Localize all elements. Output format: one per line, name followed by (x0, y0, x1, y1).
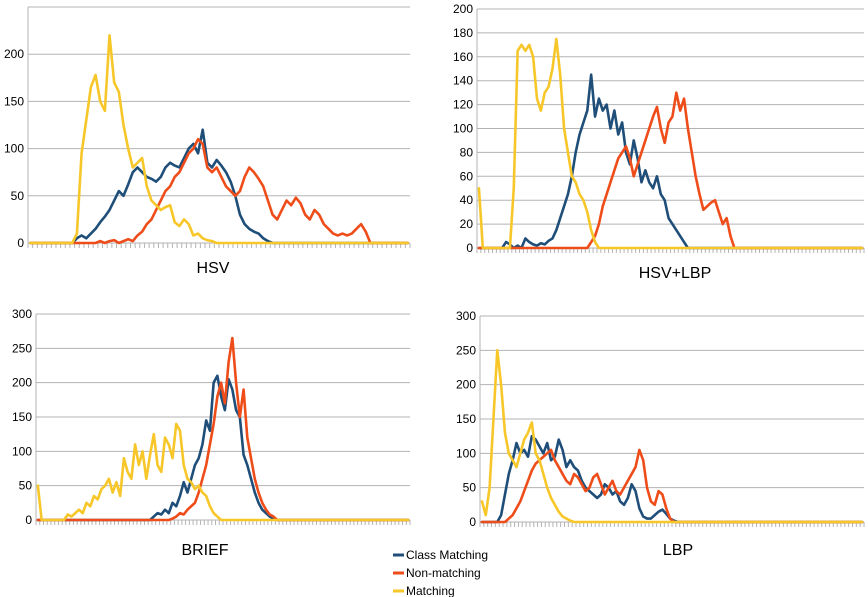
brief-y-tick-label: 150 (12, 410, 32, 424)
hsv-lbp-y-tick-label: 180 (453, 26, 473, 40)
hsv-lbp-series-non-matching (477, 91, 864, 250)
brief-y-tick-label: 200 (12, 376, 32, 390)
lbp-y-tick-label: 50 (463, 481, 477, 495)
lbp-series-class-matching (480, 434, 864, 524)
hsv-lbp-y-tick-label: 60 (460, 169, 474, 183)
chart-lbp: 0 50 100 150 200 250 300 (456, 309, 865, 529)
hsv-series-non-matching (29, 137, 409, 245)
lbp-y-tick-label: 200 (456, 378, 476, 392)
lbp-y-tick-label: 150 (456, 412, 476, 426)
hsv-y-tick-label: 50 (11, 189, 25, 203)
hsv-lbp-y-tick-label: 80 (460, 145, 474, 159)
legend-label-non-matching: Non-matching (406, 566, 481, 580)
hsv-y-tick-label: 150 (4, 94, 24, 108)
hsv-y-tick-label: 0 (17, 236, 24, 250)
brief-y-tick-label: 250 (12, 341, 32, 355)
lbp-y-tick-label: 0 (469, 515, 476, 529)
hsv-lbp-y-tick-label: 100 (453, 122, 473, 136)
chart-title-lbp: LBP (663, 542, 693, 559)
hsv-lbp-y-tick-label: 120 (453, 98, 473, 112)
chart-brief: 0 50 100 150 200 250 300 (12, 307, 411, 527)
hsv-series-matching (29, 34, 409, 245)
hsv-lbp-series-matching (477, 37, 864, 250)
hsv-y-tick-label: 200 (4, 47, 24, 61)
hsv-series-class-matching (29, 128, 409, 245)
brief-y-tick-label: 0 (25, 513, 32, 527)
hsv-lbp-y-tick-label: 20 (460, 217, 474, 231)
hsv-y-tick-label: 100 (4, 142, 24, 156)
hsv-lbp-y-tick-label: 140 (453, 74, 473, 88)
chart-title-hsv-lbp: HSV+LBP (639, 265, 711, 282)
brief-series-matching (36, 422, 410, 522)
legend-label-matching: Matching (406, 584, 455, 597)
legend: Class Matching Non-matching Matching (393, 548, 488, 597)
lbp-y-tick-label: 250 (456, 343, 476, 357)
chart-title-hsv: HSV (197, 260, 230, 277)
brief-y-tick-label: 50 (19, 479, 33, 493)
hsv-lbp-y-tick-label: 0 (466, 241, 473, 255)
brief-y-tick-label: 300 (12, 307, 32, 321)
hsv-lbp-y-tick-label: 40 (460, 193, 474, 207)
lbp-y-tick-label: 100 (456, 446, 476, 460)
lbp-series-matching (480, 349, 864, 524)
chart-hsv: 0 50 100 150 200 (4, 6, 411, 250)
brief-series-non-matching (36, 336, 410, 522)
chart-title-brief: BRIEF (181, 542, 228, 559)
legend-label-class-matching: Class Matching (406, 548, 488, 562)
chart-hsv-lbp: 0 20 40 60 80 100 120 140 160 180 200 (453, 2, 865, 255)
brief-y-tick-label: 100 (12, 444, 32, 458)
hsv-lbp-y-tick-label: 200 (453, 2, 473, 16)
lbp-y-tick-label: 300 (456, 309, 476, 323)
hsv-lbp-y-tick-label: 160 (453, 50, 473, 64)
